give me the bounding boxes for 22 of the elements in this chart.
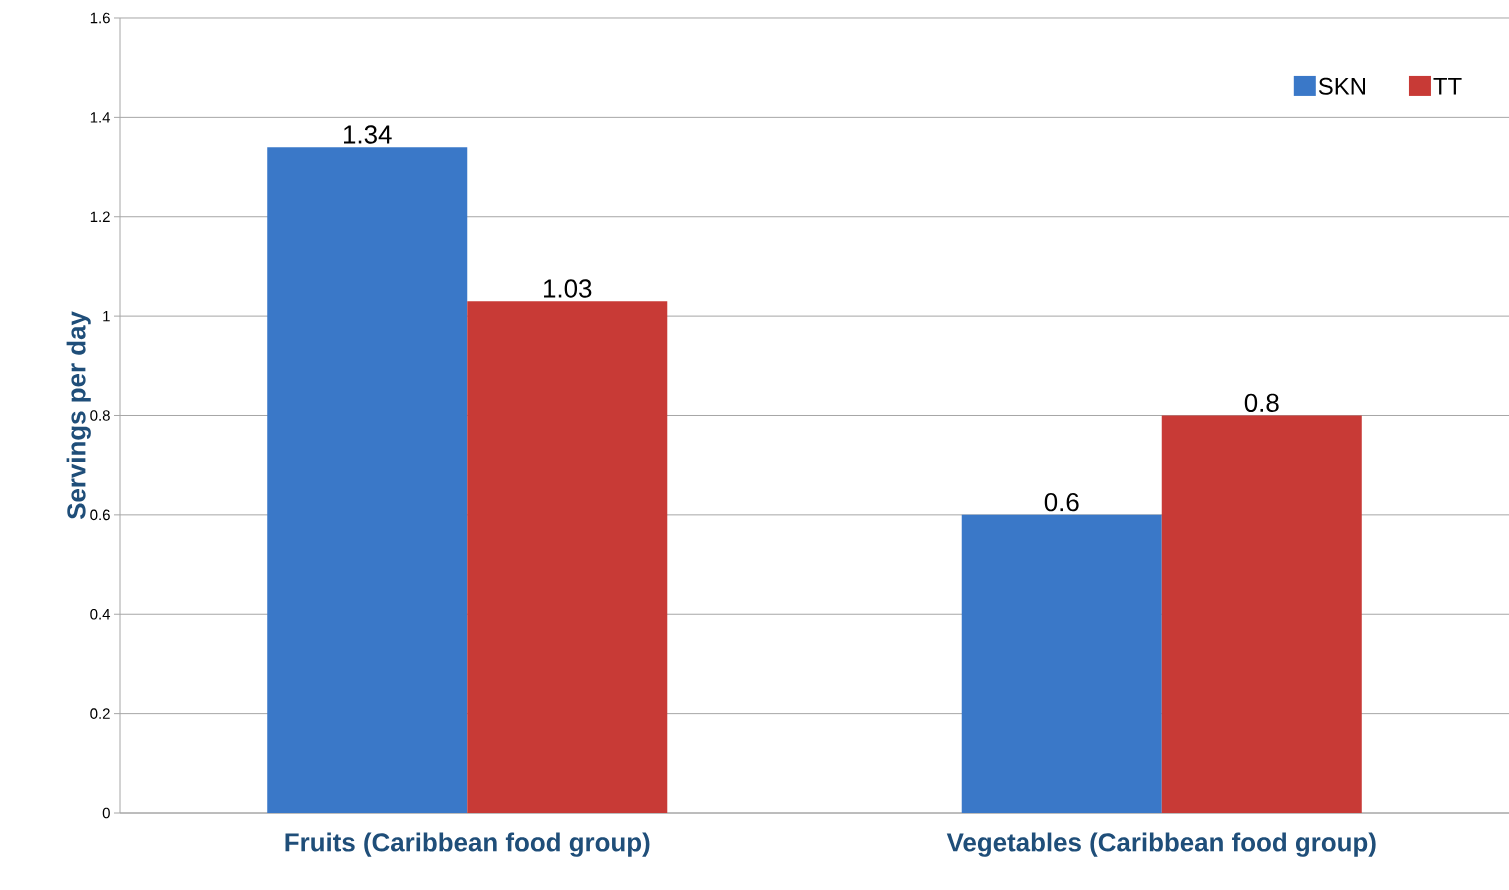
bar (961, 514, 1162, 813)
y-tick-label: 0.8 (90, 410, 110, 421)
y-tick-label: 0 (102, 807, 110, 819)
bar (467, 301, 668, 813)
x-tick-label: Vegetables (Caribbean food group) (946, 832, 1376, 857)
y-tick-label: 1 (103, 310, 110, 322)
data-label: 1.03 (544, 279, 592, 298)
y-tick-label: 0.2 (90, 708, 110, 719)
legend-label: SKN (1318, 77, 1365, 95)
x-tick-label: Fruits (Caribbean food group) (285, 832, 650, 857)
bar (1161, 415, 1362, 813)
y-tick-label: 1.2 (90, 211, 110, 222)
data-label: 0.8 (1244, 393, 1279, 412)
data-label: 0.6 (1044, 493, 1079, 512)
y-tick-label: 1.4 (90, 112, 111, 123)
y-axis-title: Servings per day (66, 311, 91, 520)
y-tick-label: 0.4 (90, 608, 111, 620)
bar (267, 147, 468, 813)
legend-label: TT (1433, 77, 1462, 95)
data-label: 1.34 (344, 125, 392, 144)
y-tick-label: 0.6 (90, 509, 110, 521)
y-tick-label: 1.6 (90, 12, 110, 24)
